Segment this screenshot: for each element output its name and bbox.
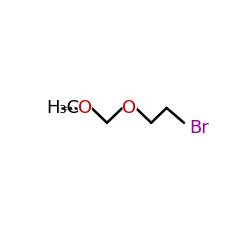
Text: Br: Br: [190, 119, 210, 137]
Text: Br: Br: [190, 118, 214, 138]
Text: O: O: [78, 99, 92, 117]
Text: O: O: [76, 98, 94, 118]
Text: H₃C: H₃C: [46, 99, 80, 117]
Text: H₃C: H₃C: [46, 98, 88, 118]
Text: O: O: [120, 98, 138, 118]
Text: O: O: [122, 99, 136, 117]
